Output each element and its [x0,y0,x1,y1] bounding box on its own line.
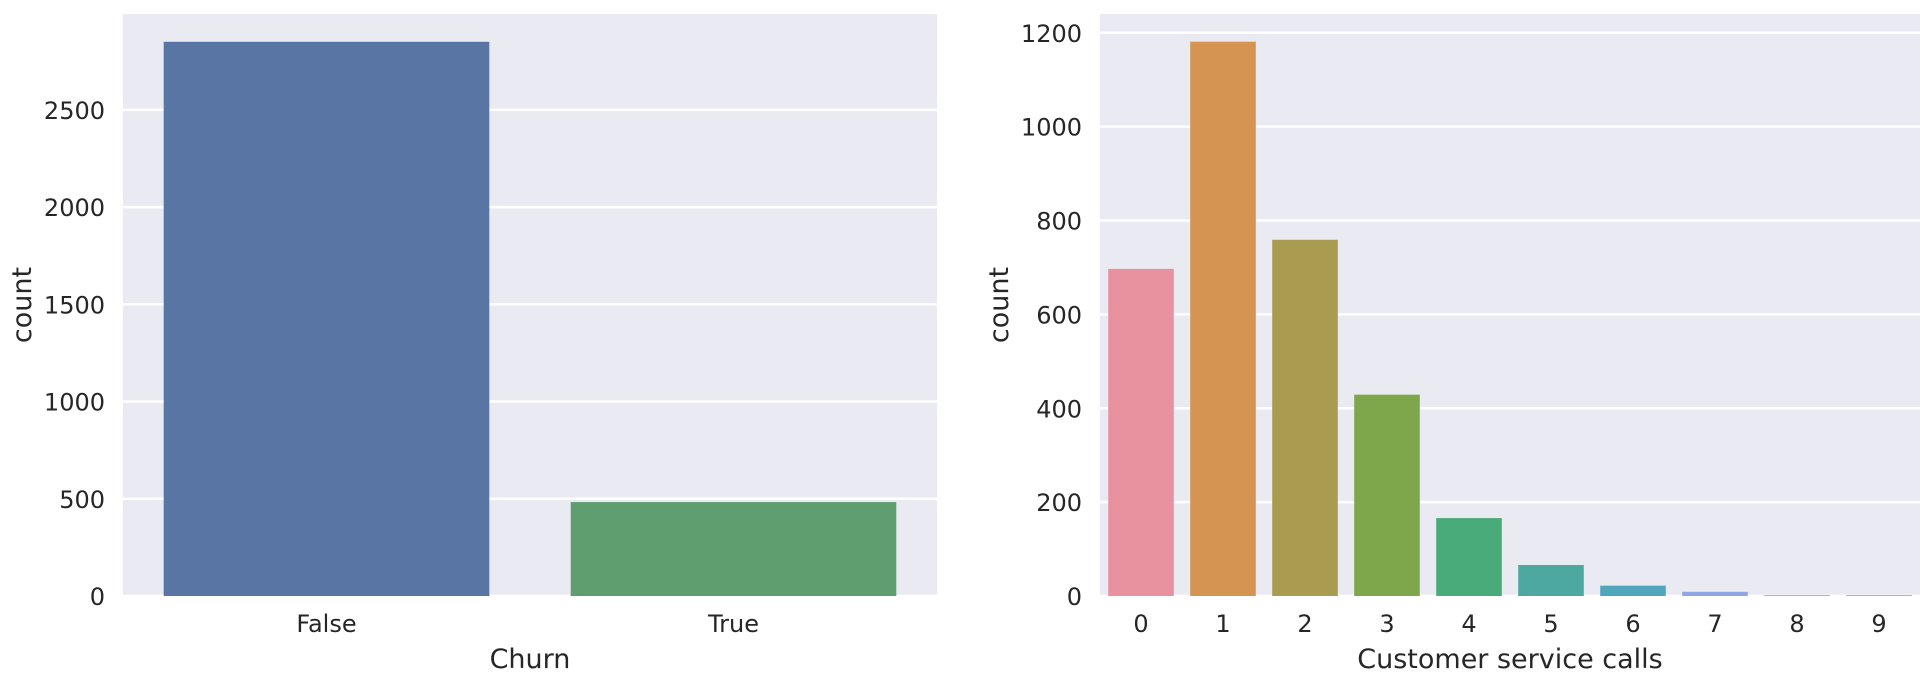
bar-6 [1600,585,1666,596]
x-tick-label: 4 [1461,610,1476,638]
bar-2 [1272,239,1338,596]
customer-service-calls-chart: 0 200 400 600 800 1000 1200 0 1 2 3 4 5 6 7 8 9 Customer … [984,14,1920,675]
bar-0 [1108,268,1174,596]
y-tick-label: 2500 [44,97,105,125]
x-tick-label: True [707,610,759,638]
churn-count-chart: 0 500 1000 1500 2000 2500 False True Churn count [7,14,937,675]
y-tick-label: 400 [1036,395,1082,423]
y-tick-label: 500 [59,486,105,514]
y-tick-label: 0 [1067,583,1082,611]
bar-5 [1518,565,1584,596]
bar-7 [1682,591,1748,596]
x-tick-label: 6 [1625,610,1640,638]
x-tick-label: 5 [1543,610,1558,638]
x-tick-label: 8 [1789,610,1804,638]
bar-3 [1354,394,1420,596]
y-tick-label: 800 [1036,208,1082,236]
x-tick-label: 2 [1297,610,1312,638]
y-tick-label: 1000 [44,389,105,417]
bar-4 [1436,518,1502,596]
bar-8 [1764,595,1830,596]
x-tick-label: 0 [1133,610,1148,638]
y-tick-label: 1000 [1021,114,1082,142]
x-axis-label: Churn [490,644,571,675]
y-axis-label: count [7,267,38,343]
x-tick-label: False [296,610,356,638]
y-axis-label: count [984,267,1015,343]
x-tick-label: 9 [1871,610,1886,638]
y-tick-label: 200 [1036,489,1082,517]
bar-true [570,502,897,596]
y-tick-label: 2000 [44,194,105,222]
bar-false [163,41,490,596]
x-tick-label: 3 [1379,610,1394,638]
y-tick-label: 1500 [44,291,105,319]
y-tick-label: 1200 [1021,20,1082,48]
y-tick-label: 600 [1036,301,1082,329]
x-tick-label: 1 [1215,610,1230,638]
bar-9 [1846,595,1912,596]
bar-1 [1190,41,1256,596]
x-axis-label: Customer service calls [1357,644,1663,675]
y-tick-label: 0 [90,583,105,611]
x-tick-label: 7 [1707,610,1722,638]
